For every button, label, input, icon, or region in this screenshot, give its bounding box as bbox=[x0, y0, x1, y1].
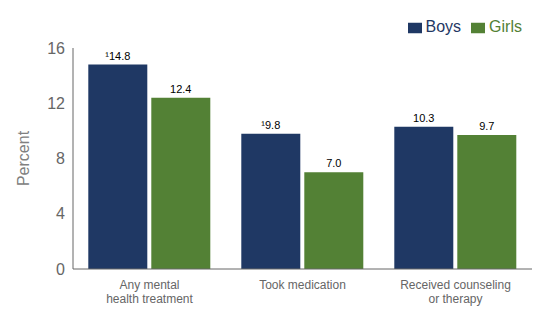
svg-text:Any mentalhealth treatment: Any mentalhealth treatment bbox=[106, 278, 193, 306]
svg-text:0: 0 bbox=[56, 261, 65, 278]
svg-text:Percent: Percent bbox=[15, 130, 32, 186]
html-text:Boys: Boys bbox=[425, 18, 462, 35]
svg-text:12: 12 bbox=[47, 95, 65, 112]
svg-text:8: 8 bbox=[56, 150, 65, 167]
html-text:Girls: Girls bbox=[489, 18, 522, 35]
svg-text:12.4: 12.4 bbox=[170, 83, 191, 95]
svg-text:7.0: 7.0 bbox=[326, 157, 341, 169]
svg-text:4: 4 bbox=[56, 205, 65, 222]
svg-text:¹9.8: ¹9.8 bbox=[261, 119, 280, 131]
svg-text:Took medication: Took medication bbox=[259, 278, 346, 292]
svg-text:10.3: 10.3 bbox=[413, 112, 434, 124]
svg-text:¹14.8: ¹14.8 bbox=[105, 50, 130, 62]
svg-text:16: 16 bbox=[47, 40, 65, 57]
svg-text:Received counselingor therapy: Received counselingor therapy bbox=[400, 278, 511, 306]
svg-text:9.7: 9.7 bbox=[479, 120, 494, 132]
